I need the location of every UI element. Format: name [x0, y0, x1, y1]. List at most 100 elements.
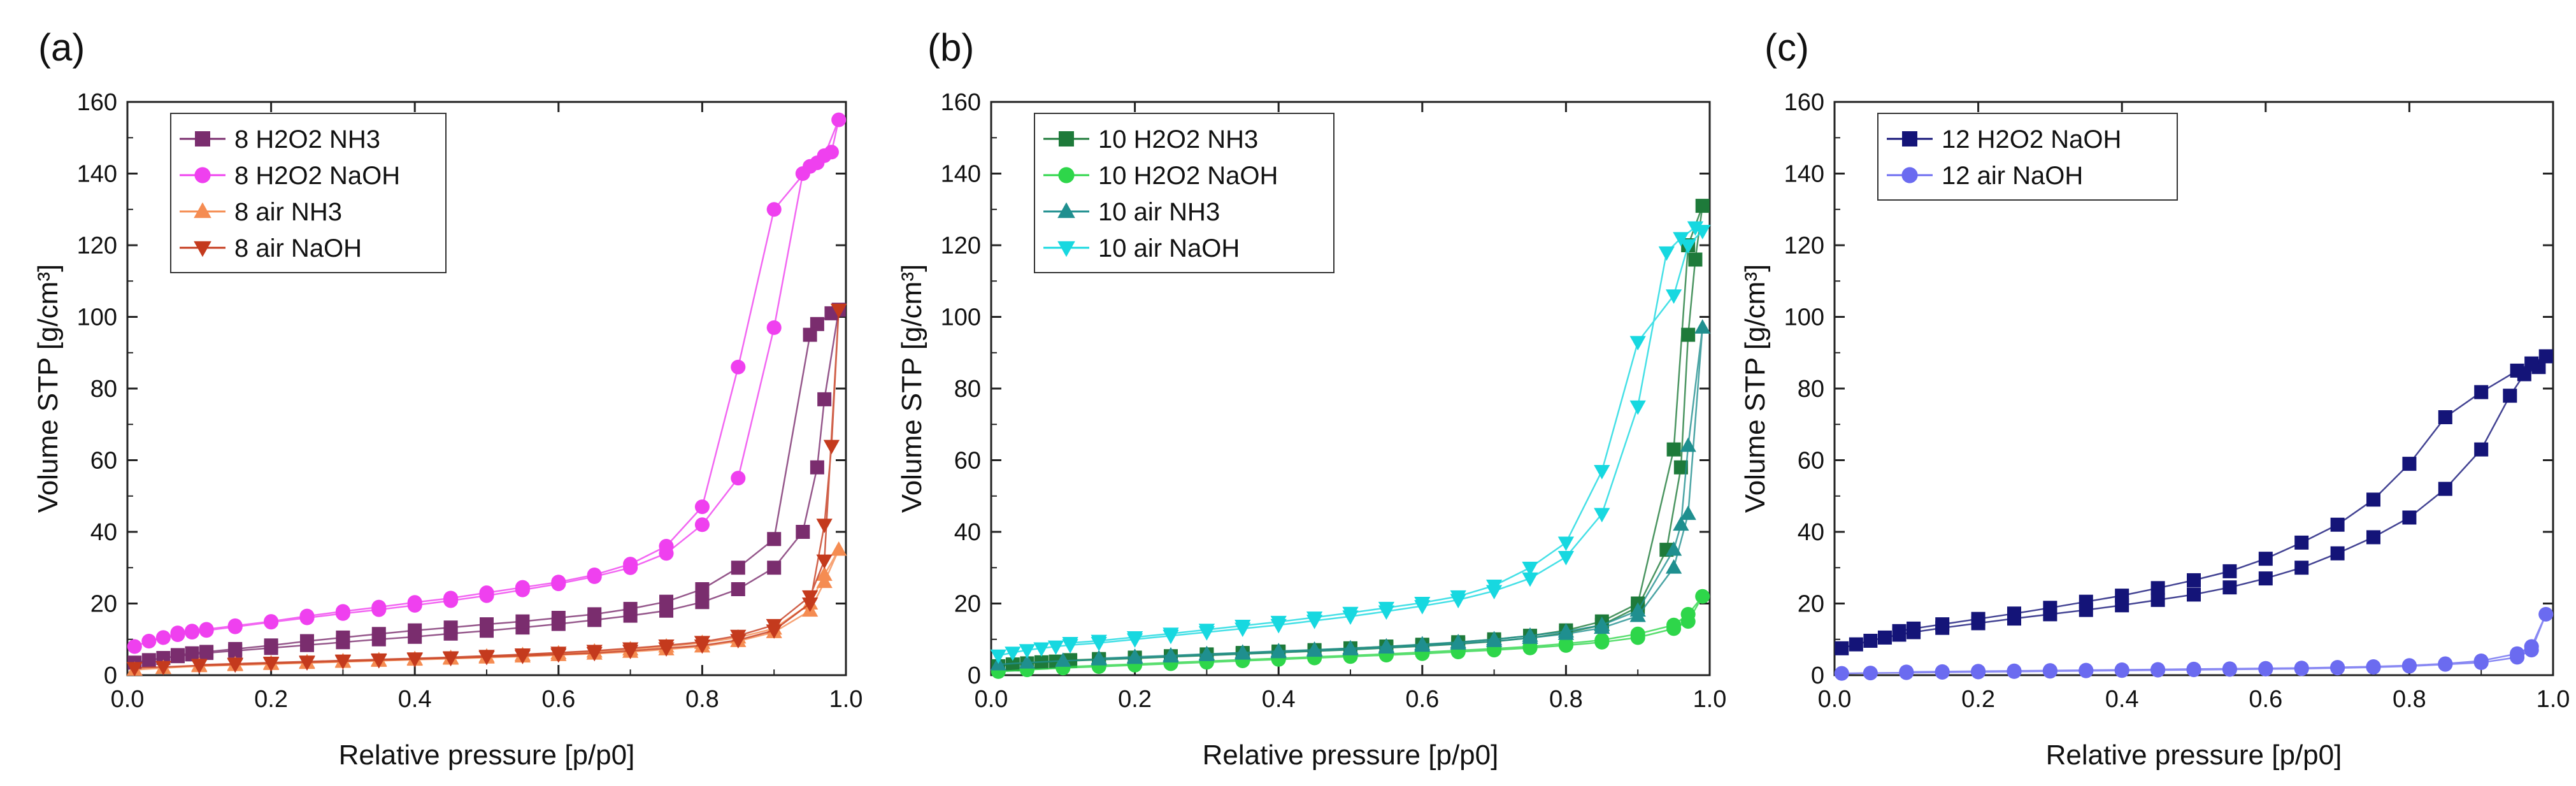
data-point [2150, 662, 2166, 677]
data-point [587, 607, 602, 622]
x-tick-label: 0.6 [2249, 686, 2282, 713]
data-point [2294, 661, 2309, 676]
data-point [1198, 645, 1215, 661]
data-point [371, 599, 387, 615]
data-point [796, 525, 810, 539]
data-point [817, 392, 832, 406]
series-10-air-naoh [990, 221, 1711, 664]
data-point [831, 303, 847, 318]
data-point [731, 471, 746, 486]
data-point [767, 561, 782, 575]
data-point [227, 618, 243, 633]
data-point [1163, 647, 1179, 662]
data-point [1378, 601, 1395, 617]
data-point [299, 608, 315, 624]
data-point [1270, 615, 1287, 631]
data-point [334, 654, 352, 669]
legend-item: 10 air NaOH [1043, 234, 1240, 262]
data-point [299, 655, 315, 670]
plot-area [1834, 349, 2554, 681]
x-tick-label: 0.8 [685, 686, 719, 713]
legend-marker [1057, 202, 1075, 218]
data-point [2115, 589, 2129, 603]
data-point [2330, 517, 2345, 532]
data-point [1935, 664, 1950, 679]
data-point [1666, 617, 1682, 632]
legend-marker [1058, 167, 1075, 183]
data-point [816, 554, 833, 569]
data-point [1055, 652, 1071, 667]
data-point [2474, 385, 2489, 399]
legend-label: 8 air NH3 [234, 198, 342, 226]
data-point [264, 614, 279, 629]
y-axis: 0 20 40 60 80 100 120 140 160 [77, 89, 846, 689]
legend-label: 8 H2O2 NaOH [234, 162, 400, 190]
data-point [1198, 624, 1215, 638]
data-point [1522, 572, 1538, 587]
data-point [990, 649, 1006, 664]
data-point [1694, 319, 1711, 334]
data-point [170, 648, 185, 662]
data-point [2330, 546, 2345, 561]
legend-label: 10 H2O2 NH3 [1098, 125, 1258, 154]
data-point [766, 320, 782, 335]
x-axis-label: Relative pressure [p/p0] [1203, 740, 1499, 771]
data-point [803, 327, 817, 342]
data-point [2007, 663, 2022, 678]
y-tick-label: 60 [90, 448, 117, 475]
data-point [2186, 661, 2201, 676]
legend-label: 12 air NaOH [1942, 162, 2083, 190]
data-point [1673, 516, 1689, 531]
data-point [1450, 590, 1466, 605]
data-point [1594, 617, 1610, 631]
data-point [1665, 289, 1682, 304]
data-point [1658, 246, 1675, 261]
data-point [2222, 564, 2237, 578]
data-point [1899, 664, 1914, 680]
data-point [478, 650, 495, 664]
data-point [2438, 482, 2452, 496]
data-point [2366, 659, 2381, 675]
data-point [1680, 505, 1696, 520]
legend-item: 8 air NaOH [180, 234, 362, 262]
data-point [2366, 492, 2380, 507]
data-point [1414, 597, 1431, 611]
y-tick-label: 80 [954, 376, 981, 403]
data-point [1680, 606, 1696, 622]
y-tick-label: 40 [954, 519, 981, 546]
data-point [1666, 442, 1681, 457]
data-point [1234, 620, 1251, 634]
series-line [1841, 354, 2549, 650]
data-point [2079, 594, 2093, 609]
data-point [155, 630, 171, 645]
data-point [1630, 626, 1645, 641]
legend-box [170, 113, 447, 273]
data-point [823, 439, 840, 455]
data-point [1558, 636, 1573, 652]
data-point [551, 575, 566, 590]
data-point [1629, 602, 1646, 617]
data-point [2294, 535, 2309, 550]
data-point [1522, 627, 1538, 642]
y-tick-label: 80 [90, 376, 117, 403]
data-point [127, 639, 142, 654]
data-point [1522, 561, 1538, 576]
data-point [2222, 580, 2237, 595]
x-axis: 0.0 0.2 0.4 0.6 0.8 1.0 [975, 102, 1726, 713]
data-point [1695, 199, 1710, 213]
data-point [2438, 656, 2453, 671]
data-point [695, 595, 710, 610]
data-point [1342, 606, 1359, 622]
data-point [1629, 336, 1646, 351]
data-point [1681, 327, 1696, 342]
data-point [155, 661, 172, 676]
legend-label: 12 H2O2 NaOH [1942, 125, 2121, 154]
data-point [443, 590, 459, 606]
data-point [2150, 581, 2165, 596]
plot-area [126, 112, 847, 676]
data-point [1485, 631, 1503, 646]
data-point [2473, 653, 2489, 669]
data-point [1907, 621, 1921, 636]
data-point [731, 359, 746, 375]
data-point [141, 653, 156, 668]
